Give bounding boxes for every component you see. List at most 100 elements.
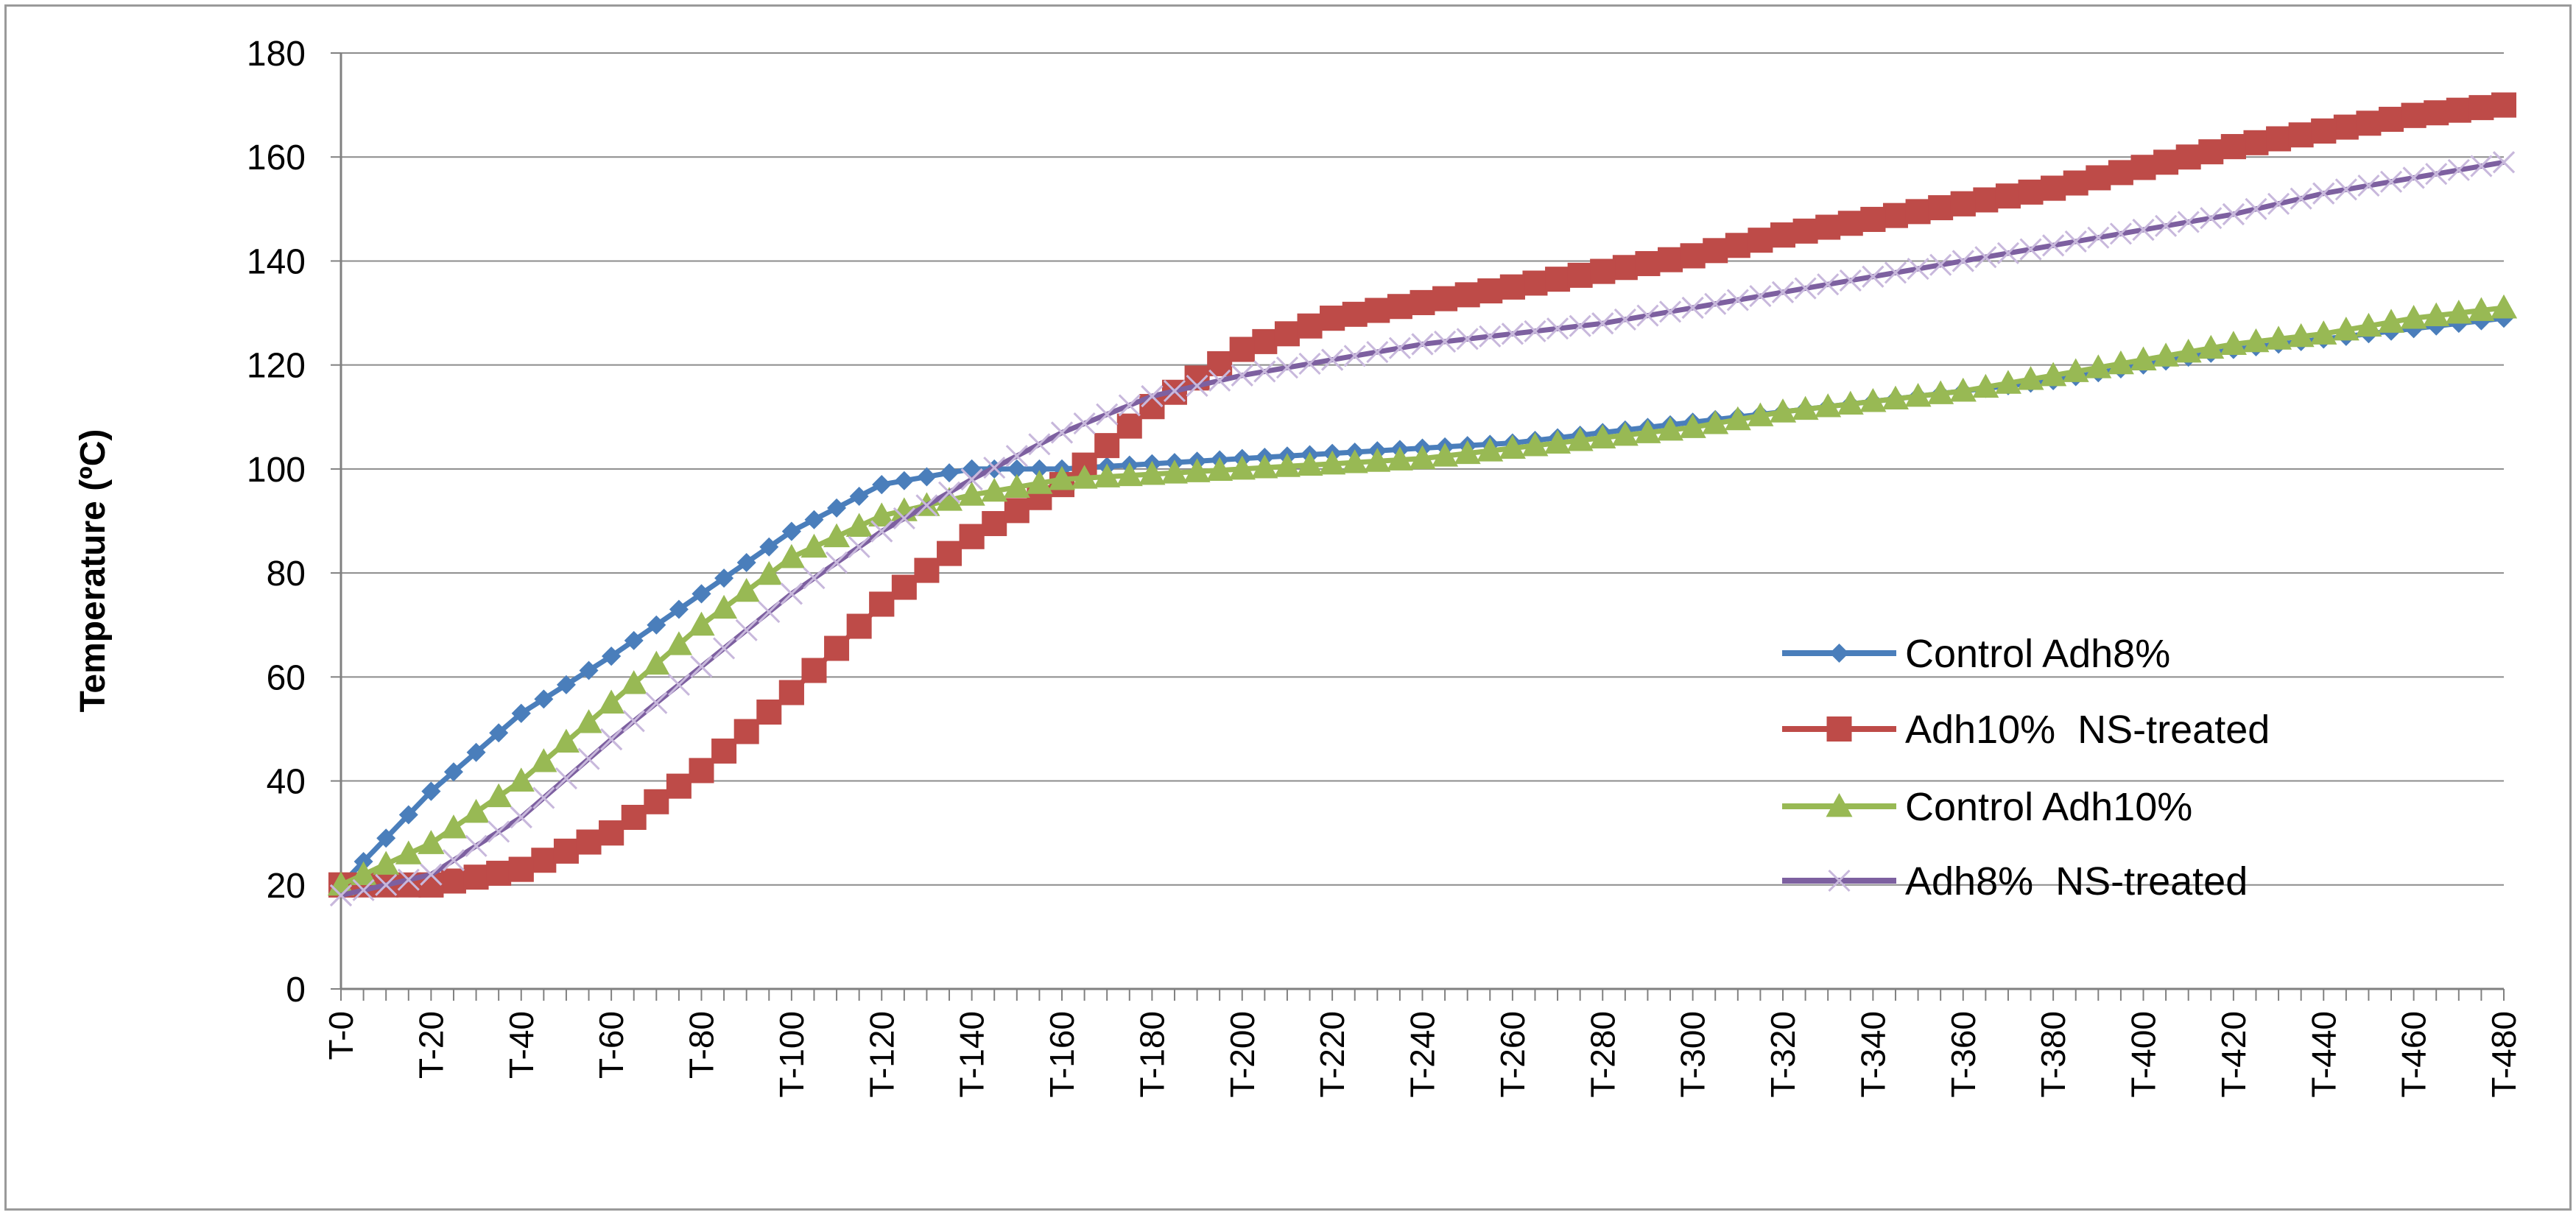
series-marker [575,709,602,733]
data-point [510,806,532,829]
series-marker [2107,350,2134,375]
data-point [1231,364,1253,387]
x-tick-label: T-260 [1493,1011,1532,1098]
series-marker [1030,459,1049,479]
series-marker [669,599,689,619]
series-marker [1907,257,1929,281]
series-marker [1208,369,1231,392]
series-marker [2243,130,2269,155]
series-marker [397,868,420,891]
series-marker [1386,446,1413,471]
series-marker [532,786,555,809]
series-marker [2379,170,2403,193]
series-marker [827,498,847,518]
series-marker [1028,433,1051,456]
data-point [418,830,445,854]
series-marker [937,481,961,504]
x-tick-label: T-420 [2214,1011,2253,1098]
legend-item: Adh8% NS-treated [1782,859,2248,904]
series-marker [1251,454,1278,479]
series-marker [758,601,781,624]
series-marker [759,537,779,557]
series-marker [1252,328,1278,354]
data-point [1679,414,1706,438]
series-marker [667,673,690,696]
series-marker [2265,325,2292,350]
series-marker [2378,309,2405,333]
series-marker [713,637,736,660]
series-marker [917,467,937,487]
series-marker [620,670,647,694]
data-point [1499,434,1526,459]
data-point [2312,182,2335,205]
series-marker [556,675,576,694]
series-marker [1477,278,1503,304]
series-marker [1612,255,1638,281]
series-marker [845,513,873,537]
axes: 0 20 40 60 80 100 120 140 160 180 T-0 T-20 T-40 T-60 T… [247,35,2523,1098]
series-marker [621,804,647,830]
series-marker [552,728,580,753]
series-marker [937,540,963,566]
series-marker [1567,262,1593,288]
data-point [1950,191,1976,216]
series-marker [666,773,691,799]
data-point [2492,151,2516,174]
series-1 [328,92,2516,898]
series-marker [1658,247,1683,272]
series-marker [2153,342,2180,367]
series-marker [1364,448,1391,472]
legend-marker [1826,793,1853,817]
series-marker [1477,437,1504,462]
series-marker [440,814,467,839]
series-marker [1342,301,1368,327]
data-point [600,728,623,751]
series-marker [1839,269,1862,292]
series-marker [1927,380,1954,404]
series-marker [826,551,848,574]
series-marker [442,849,465,872]
x-tick-label: T-240 [1404,1011,1442,1098]
data-point [1320,306,1345,331]
data-point [420,863,443,886]
series-marker [488,820,510,843]
y-tick-label: 160 [247,138,306,177]
series-marker [2288,122,2314,148]
data-point [1862,265,1885,288]
series-marker [1273,453,1301,477]
series-marker [1815,393,1842,418]
series-marker [1365,297,1390,323]
series-marker [395,840,422,864]
series-marker [463,864,489,890]
legend-marker [1828,869,1851,892]
series-marker [1387,294,1412,320]
x-tick-label: T-20 [412,1011,450,1079]
x-tick-label: T-280 [1583,1011,1622,1098]
series-marker [1434,330,1457,353]
series-marker [2153,149,2179,175]
series-marker [804,510,824,529]
data-point [1589,424,1616,448]
series-marker [1343,345,1366,367]
series-marker [1749,285,1772,308]
series-marker [981,477,1008,502]
series-marker [1183,458,1211,482]
series-marker [2423,302,2450,326]
data-point [1319,450,1346,475]
series-marker [624,630,644,650]
x-tick-label: T-220 [1313,1011,1351,1098]
series-marker [2357,174,2380,197]
y-tick-label: 140 [247,242,306,281]
series-marker [983,457,1006,479]
data-point [872,475,892,495]
data-point [602,647,622,666]
series-marker [462,798,490,823]
x-tick-label: T-320 [1764,1011,1802,1098]
data-point [1771,281,1795,303]
legend-item: Control Adh8% [1782,632,2170,676]
series-marker [2287,323,2315,348]
data-point [421,781,441,801]
y-tick-label: 60 [267,658,306,697]
data-point [1591,312,1614,335]
